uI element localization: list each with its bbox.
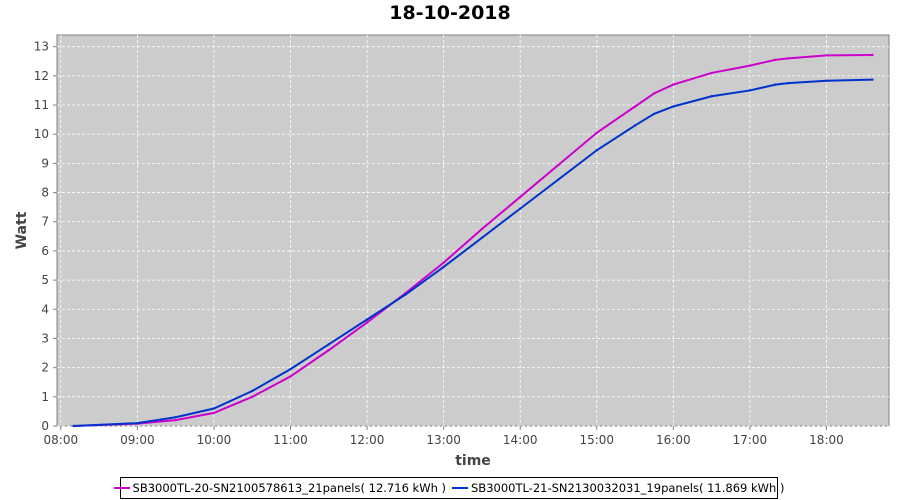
data-point — [404, 293, 407, 296]
data-point — [327, 348, 331, 352]
y-tick-label: 12 — [34, 69, 49, 83]
data-point — [633, 105, 637, 108]
x-tick-label: 09:00 — [120, 433, 155, 447]
plot-area — [56, 34, 890, 427]
x-tick-label: 15:00 — [579, 433, 614, 447]
y-tick-label: 13 — [34, 40, 49, 54]
x-tick-label: 08:00 — [44, 433, 79, 447]
data-point — [480, 227, 484, 231]
y-tick-label: 0 — [41, 419, 49, 433]
data-point — [136, 421, 139, 425]
series-points-2 — [72, 78, 874, 428]
legend-label: SB3000TL-21-SN2130032031_19panels( 11.86… — [471, 481, 785, 495]
legend-item: SB3000TL-20-SN2100578613_21panels( 12.71… — [113, 481, 446, 495]
data-point — [653, 92, 656, 95]
data-point — [327, 343, 331, 346]
data-point — [786, 57, 790, 60]
data-point — [365, 321, 369, 324]
x-axis-label: time — [455, 453, 491, 469]
data-point — [774, 58, 777, 62]
data-point — [633, 124, 637, 127]
data-point — [365, 318, 369, 321]
y-tick-label: 10 — [34, 127, 49, 141]
data-point — [748, 89, 752, 92]
chart-title: 18-10-2018 — [389, 2, 511, 24]
data-point — [871, 78, 874, 81]
data-point — [786, 81, 790, 85]
y-tick-label: 1 — [41, 390, 49, 404]
data-point — [748, 64, 752, 67]
series-points-1 — [72, 53, 874, 428]
legend-swatch — [113, 487, 130, 489]
data-point — [595, 149, 598, 152]
data-point — [289, 375, 292, 378]
y-tick-label: 3 — [41, 331, 49, 345]
data-point — [442, 261, 445, 264]
y-tick-label: 5 — [41, 273, 49, 287]
x-tick-label: 10:00 — [197, 433, 232, 447]
data-point — [710, 71, 713, 75]
legend: SB3000TL-20-SN2100578613_21panels( 12.71… — [113, 477, 784, 499]
y-tick-label: 9 — [41, 156, 49, 170]
data-point — [519, 207, 522, 210]
data-point — [595, 131, 598, 134]
data-point — [774, 83, 777, 86]
data-point — [871, 53, 874, 57]
data-point — [825, 79, 828, 83]
data-point — [519, 195, 522, 199]
x-tick-label: 18:00 — [809, 433, 844, 447]
y-tick-label: 11 — [34, 98, 49, 112]
x-tick-label: 12:00 — [350, 433, 385, 447]
x-tick-label: 14:00 — [503, 433, 538, 447]
data-point — [442, 265, 445, 269]
data-point — [557, 163, 560, 167]
data-point — [251, 395, 254, 399]
data-point — [289, 367, 292, 371]
x-tick-label: 13:00 — [426, 433, 461, 447]
x-tick-label: 17:00 — [733, 433, 768, 447]
legend-item: SB3000TL-21-SN2130032031_19panels( 11.86… — [452, 481, 784, 495]
y-axis-label: Watt — [14, 211, 30, 249]
data-point — [672, 105, 675, 108]
data-point — [212, 411, 216, 415]
y-tick-label: 6 — [41, 244, 49, 258]
data-point — [480, 236, 484, 239]
x-tick-label: 16:00 — [656, 433, 691, 447]
y-tick-label: 8 — [41, 186, 49, 200]
data-point — [174, 416, 177, 419]
legend-swatch — [452, 487, 468, 489]
data-point — [557, 178, 560, 181]
y-tick-label: 7 — [41, 215, 49, 229]
data-point — [72, 424, 75, 428]
data-point — [174, 418, 177, 422]
data-point — [825, 54, 828, 57]
data-point — [212, 407, 216, 410]
data-point — [653, 112, 656, 115]
y-tick-label: 4 — [41, 302, 49, 316]
y-tick-label: 2 — [41, 361, 49, 375]
x-tick-label: 11:00 — [273, 433, 308, 447]
data-point — [251, 389, 254, 393]
data-point — [672, 83, 675, 86]
data-point — [710, 95, 713, 98]
legend-label: SB3000TL-20-SN2100578613_21panels( 12.71… — [132, 481, 446, 495]
